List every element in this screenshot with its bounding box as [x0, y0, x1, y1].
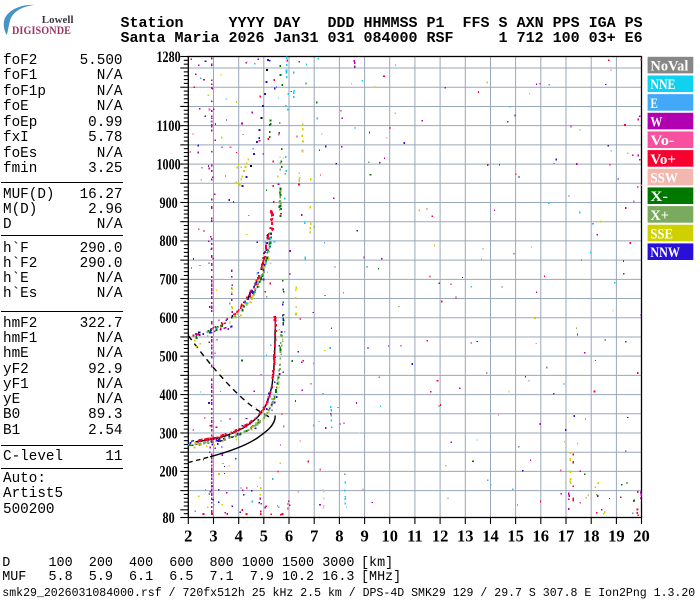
svg-text:700: 700 — [160, 272, 178, 289]
svg-text:16: 16 — [533, 527, 550, 546]
svg-text:X+: X+ — [650, 208, 669, 224]
svg-text:17: 17 — [558, 527, 575, 546]
svg-text:1000: 1000 — [157, 156, 181, 173]
svg-text:900: 900 — [160, 195, 178, 212]
svg-text:SSE: SSE — [650, 226, 673, 242]
svg-text:5: 5 — [260, 527, 268, 546]
svg-text:80: 80 — [163, 510, 175, 527]
svg-text:10: 10 — [381, 527, 398, 546]
svg-text:6: 6 — [285, 527, 293, 546]
svg-text:NNW: NNW — [650, 245, 680, 261]
svg-text:14: 14 — [482, 527, 499, 546]
svg-text:8: 8 — [335, 527, 343, 546]
svg-text:7: 7 — [310, 527, 318, 546]
svg-text:NNE: NNE — [650, 77, 675, 93]
svg-text:E: E — [650, 96, 658, 112]
svg-text:X-: X- — [650, 189, 668, 205]
svg-text:500: 500 — [160, 348, 178, 365]
svg-text:Vo+: Vo+ — [650, 152, 676, 168]
svg-text:3: 3 — [209, 527, 217, 546]
svg-text:2: 2 — [184, 527, 192, 546]
svg-text:300: 300 — [160, 425, 178, 442]
svg-text:NoVal: NoVal — [650, 59, 688, 75]
svg-text:9: 9 — [360, 527, 368, 546]
svg-text:12: 12 — [432, 527, 449, 546]
svg-text:18: 18 — [583, 527, 600, 546]
svg-text:600: 600 — [160, 310, 178, 327]
svg-text:800: 800 — [160, 233, 178, 250]
svg-text:1100: 1100 — [157, 118, 181, 135]
svg-text:Vo-: Vo- — [650, 133, 674, 149]
svg-text:1280: 1280 — [157, 49, 181, 66]
svg-text:200: 200 — [160, 464, 178, 481]
svg-text:400: 400 — [160, 387, 178, 404]
svg-text:13: 13 — [457, 527, 474, 546]
svg-text:11: 11 — [407, 527, 423, 546]
svg-text:SSW: SSW — [650, 170, 678, 186]
svg-text:W: W — [650, 114, 662, 130]
svg-text:4: 4 — [235, 527, 243, 546]
svg-text:20: 20 — [633, 527, 650, 546]
svg-text:15: 15 — [507, 527, 524, 546]
svg-text:19: 19 — [608, 527, 625, 546]
